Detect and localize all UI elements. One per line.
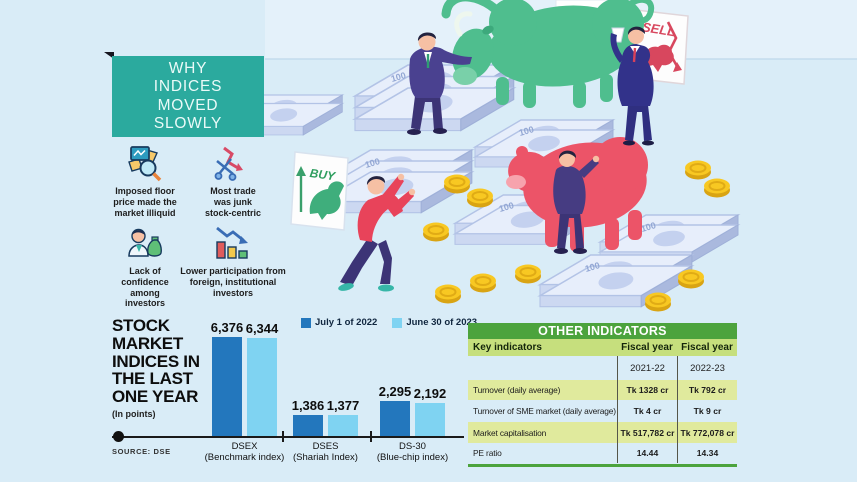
table-row-value: Tk 4 cr xyxy=(617,400,677,422)
trader-figure-bull xyxy=(407,32,472,135)
table-subheader-cell: 2022-23 xyxy=(677,356,737,380)
table-row: Turnover of SME market (daily average) Tk… xyxy=(468,400,737,422)
banknote-100-label: 100 xyxy=(518,124,535,138)
chart-legend: July 1 of 2022 June 30 of 2023 xyxy=(301,317,477,328)
table-row-label: PE ratio xyxy=(473,448,502,458)
legend-swatch xyxy=(392,317,403,328)
fold-corner xyxy=(104,52,114,59)
bar-value-label: 6,344 xyxy=(245,320,279,336)
table-row: Market capitalisation Tk 517,782 cr Tk 772… xyxy=(468,422,737,443)
bar-value-label: 1,377 xyxy=(326,398,360,414)
category-label-DS-30: DS-30 (Blue-chip index) xyxy=(376,441,449,463)
table-header-row: Key indicators Fiscal year Fiscal year xyxy=(468,339,737,356)
table-subheader-cell xyxy=(468,356,617,380)
table-header-cell: Fiscal year xyxy=(681,342,733,353)
category-label-DSEX: DSEX (Benchmark index) xyxy=(204,441,285,463)
bar-DS-30-1 xyxy=(415,402,445,437)
legend-item: July 1 of 2022 xyxy=(301,317,377,328)
bar-DS-30-0 xyxy=(380,401,410,437)
table-row-value: Tk 1328 cr xyxy=(617,380,677,400)
confidence-icon xyxy=(128,228,162,257)
table-row: Turnover (daily average) Tk 1328 cr Tk 792… xyxy=(468,380,737,400)
bar-DSEX-0 xyxy=(212,337,242,437)
table-bottom-rule xyxy=(468,464,737,467)
trader-figure-pointing xyxy=(553,150,600,254)
buy-sign-label: BUY xyxy=(309,166,337,184)
table-row: PE ratio 14.44 14.34 xyxy=(468,443,737,463)
table-subheader-cell: 2021-22 xyxy=(617,356,677,380)
reason-label-floor-price: Imposed floor price made the market illi… xyxy=(113,186,177,218)
axis-dot xyxy=(113,431,124,442)
bull-silhouette-icon xyxy=(309,181,344,220)
table-row-value: Tk 772,078 cr xyxy=(677,422,737,443)
legend-swatch xyxy=(301,317,311,328)
bar-value-label: 6,376 xyxy=(210,320,244,335)
table-subheader-row: 2021-22 2022-23 xyxy=(468,356,737,380)
table-header-cell: Fiscal year xyxy=(621,342,673,353)
table-row-value: 14.34 xyxy=(677,443,737,463)
trader-figure-glass xyxy=(610,26,654,146)
participation-icon xyxy=(216,226,248,259)
buy-sign: BUY xyxy=(290,151,349,231)
sell-sign-label: SELL xyxy=(641,19,676,39)
bar-DSES-1 xyxy=(328,415,358,437)
table-row-value: Tk 517,782 cr xyxy=(617,422,677,443)
legend-label: July 1 of 2022 xyxy=(315,317,378,328)
other-indicators-table: OTHER INDICATORS Key indicators Fiscal yea… xyxy=(468,323,737,467)
chart-unit-label: (In points) xyxy=(112,409,156,419)
headline-title: WHY INDICES MOVED SLOWLY xyxy=(153,60,223,132)
banknote-100-label: 100 xyxy=(498,200,515,214)
table-row-label: Turnover of SME market (daily average) xyxy=(473,406,616,416)
junk-stock-icon xyxy=(214,146,243,181)
table-row-label: Market capitalisation xyxy=(473,427,547,438)
table-row-value: Tk 9 cr xyxy=(677,400,737,422)
bear-silhouette-icon xyxy=(643,44,674,72)
legend-label: June 30 of 2023 xyxy=(406,317,478,328)
down-arrow-icon xyxy=(666,21,680,69)
bar-DSES-0 xyxy=(293,415,323,437)
headline-panel: WHY INDICES MOVED SLOWLY xyxy=(112,56,264,137)
banknote-100-label: 100 xyxy=(390,70,407,84)
bar-value-label: 2,295 xyxy=(378,384,412,399)
floor-price-icon xyxy=(128,146,162,182)
table-row-value: Tk 792 cr xyxy=(677,380,737,400)
bar-DSEX-1 xyxy=(247,337,277,437)
banknote-100-label: 100 xyxy=(640,220,657,234)
bar-value-label: 1,386 xyxy=(291,398,325,414)
table-header-cell: Key indicators xyxy=(473,342,542,353)
banknote-100-label: 100 xyxy=(364,156,381,170)
reason-label-participation: Lower participation from foreign, instit… xyxy=(180,266,286,298)
reason-label-junk-stock: Most trade was junk stock-centric xyxy=(204,186,262,218)
reason-label-confidence: Lack of confidence among investors xyxy=(121,266,169,309)
market-illustration: SELL 100 100 100 100 100 100 xyxy=(224,0,857,313)
table-row-value: 14.44 xyxy=(617,443,677,463)
table-row-label: Turnover (daily average) xyxy=(473,385,561,395)
trader-figure-red xyxy=(338,173,416,292)
legend-item: June 30 of 2023 xyxy=(392,317,477,328)
chart-source: SOURCE: DSE xyxy=(112,447,171,456)
chart-title: STOCK MARKET INDICES IN THE LAST ONE YEA… xyxy=(112,316,200,407)
banknote-100-label: 100 xyxy=(584,260,601,274)
money-stacks: 100 100 100 100 100 100 xyxy=(224,64,739,308)
bar-value-label: 2,192 xyxy=(413,385,447,401)
table-title: OTHER INDICATORS xyxy=(468,323,737,339)
x-axis xyxy=(112,436,464,438)
category-label-DSES: DSES (Shariah Index) xyxy=(293,441,358,463)
